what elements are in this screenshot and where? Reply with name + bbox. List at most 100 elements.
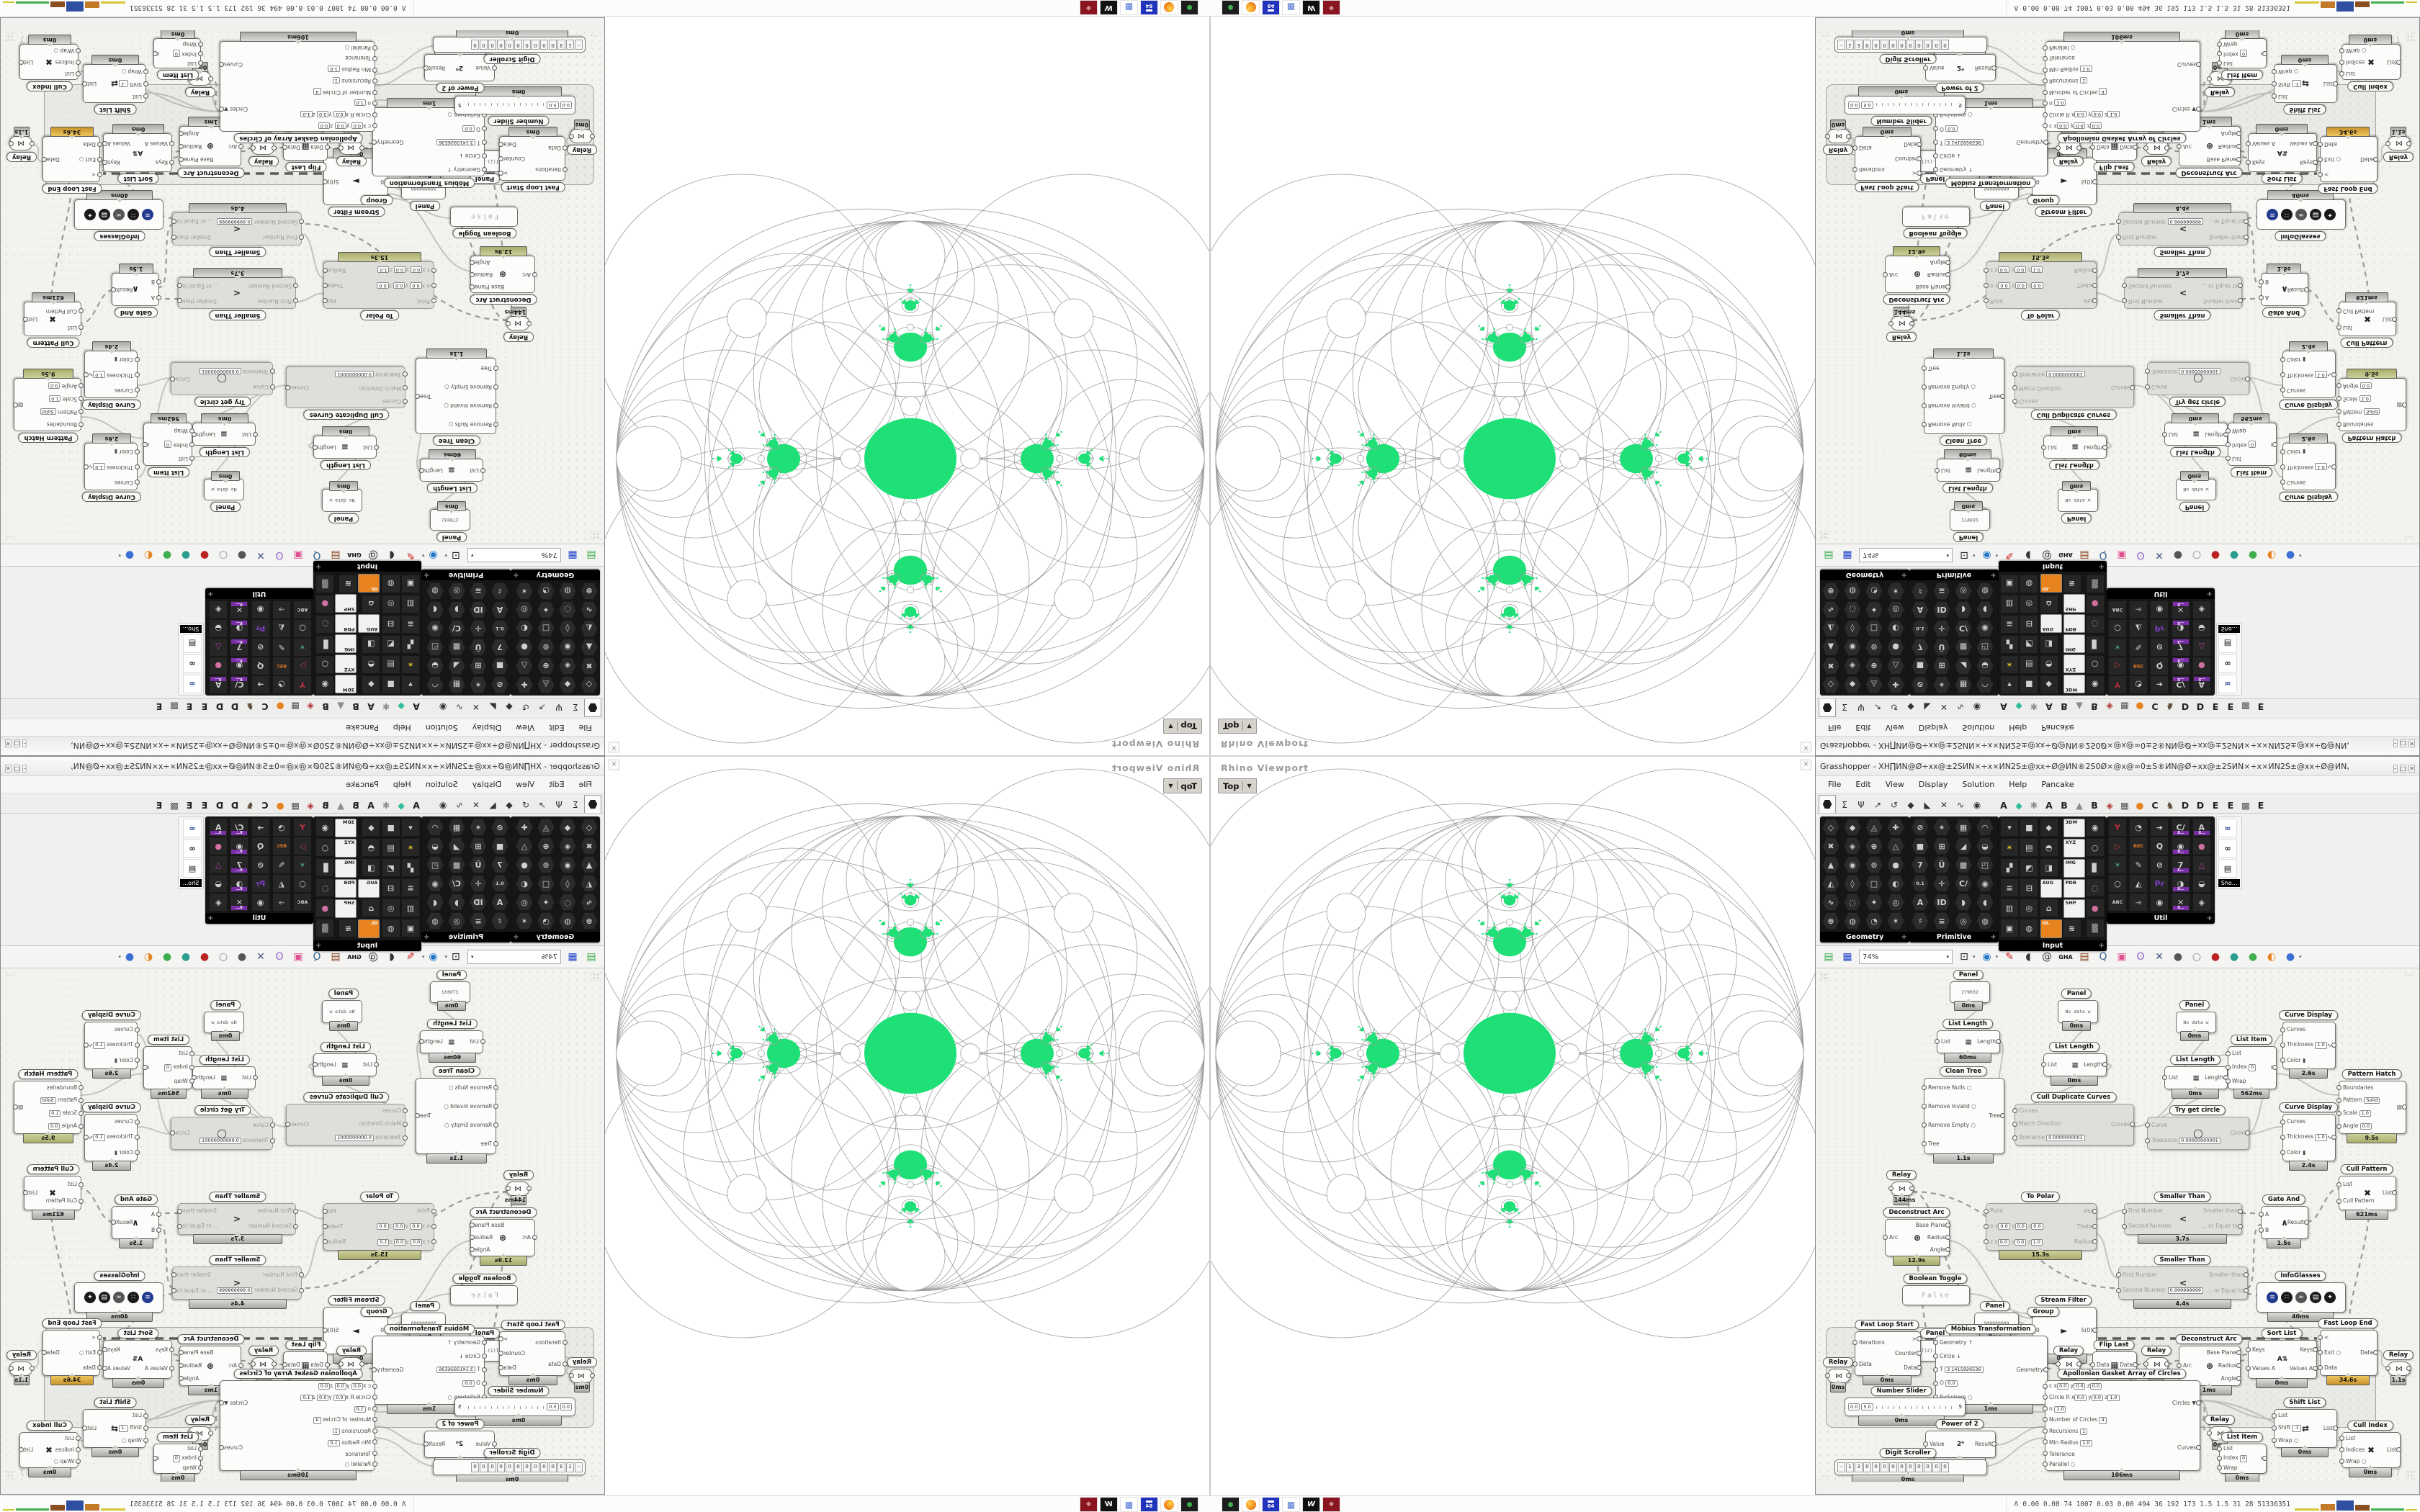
- output-port[interactable]: Values A: [107, 1364, 131, 1372]
- input-port[interactable]: Keys: [155, 159, 168, 166]
- component-icon[interactable]: ◉: [2086, 819, 2104, 836]
- taskbar-app-firefox[interactable]: [1242, 1497, 1260, 1512]
- tab-plugin-15[interactable]: E: [2227, 701, 2234, 713]
- chevron-down-icon[interactable]: ▾: [471, 552, 474, 558]
- digit-cell[interactable]: 0: [488, 1462, 496, 1472]
- output-port[interactable]: … or Equal to: [176, 218, 213, 225]
- input-port[interactable]: List: [2048, 1061, 2058, 1068]
- port-dot[interactable]: [23, 317, 28, 322]
- gh-node-relay-left[interactable]: Relay ⋈ 0ms: [566, 1357, 598, 1392]
- input-port[interactable]: Shift -1: [119, 80, 142, 88]
- input-port[interactable]: A: [151, 294, 155, 302]
- component-icon[interactable]: ◈: [210, 601, 228, 618]
- node-body[interactable]: Curves Match Direction Tolerance 0.0000000…: [286, 1104, 405, 1146]
- glasses-icon[interactable]: ∞: [183, 654, 202, 673]
- pin-icon[interactable]: ✛: [2207, 590, 2212, 597]
- value-chip[interactable]: 0.0000000001: [2046, 1134, 2085, 1141]
- input-port[interactable]: Geometry ↑: [447, 1339, 480, 1346]
- port-dot[interactable]: [2402, 402, 2407, 408]
- port-dot[interactable]: [179, 131, 184, 136]
- tab-core-6[interactable]: ◣: [1924, 800, 1931, 810]
- node-body[interactable]: Keys Values A A⇅ Keys Values A: [2248, 1340, 2317, 1379]
- port-dot[interactable]: [1922, 1122, 1927, 1128]
- output-port[interactable]: Data: [287, 1361, 300, 1368]
- output-port[interactable]: i: [148, 1063, 150, 1071]
- port-dot[interactable]: [2336, 396, 2341, 401]
- notes-icon[interactable]: ▤: [2079, 951, 2089, 963]
- palette-label[interactable]: Primitive ✛: [1909, 932, 1999, 942]
- component-icon[interactable]: ◒: [426, 837, 444, 855]
- gh-node-list-length-1[interactable]: List Length List ≡ Length 60ms: [1935, 449, 2001, 493]
- port-dot[interactable]: [492, 66, 497, 71]
- input-port[interactable]: 0: [380, 179, 384, 186]
- node-body[interactable]: Arc ⊕ Base Plane Radius Angle: [470, 1219, 535, 1256]
- gh-node-fast-loop-end[interactable]: Fast Loop End < Exit ○ Data Data 34.6s: [42, 127, 102, 194]
- port-dot[interactable]: [339, 1362, 344, 1367]
- component-icon[interactable]: ◇: [1822, 676, 1839, 693]
- palette-label[interactable]: Primitive ✛: [421, 570, 511, 580]
- port-dot[interactable]: [569, 1373, 574, 1378]
- gh-node-list-item-2[interactable]: List Item List Index 0 Wrap i 0ms: [153, 30, 203, 80]
- input-port[interactable]: Wrap: [182, 1464, 197, 1472]
- zoom-combo[interactable]: 74% ▾: [467, 950, 561, 964]
- input-port[interactable]: Curves: [2287, 1118, 2306, 1125]
- component-icon[interactable]: ID.: [2040, 574, 2062, 593]
- port-dot[interactable]: [498, 1365, 503, 1370]
- input-port[interactable]: Iterations: [535, 1338, 561, 1346]
- port-dot[interactable]: [299, 1288, 304, 1293]
- port-dot[interactable]: [2043, 140, 2048, 145]
- port-dot[interactable]: [177, 1208, 182, 1214]
- port-dot[interactable]: [470, 1246, 475, 1252]
- port-dot[interactable]: [2244, 1288, 2249, 1293]
- port-dot[interactable]: [493, 1085, 498, 1090]
- glasses-icon[interactable]: ∞: [183, 839, 202, 858]
- component-icon[interactable]: ◎: [448, 582, 465, 600]
- canvas-overflow-icon[interactable]: …: [590, 33, 599, 43]
- input-port[interactable]: Tolerance: [345, 1450, 371, 1457]
- component-icon[interactable]: 3DM: [2063, 819, 2085, 837]
- component-icon[interactable]: ◈: [2192, 894, 2210, 911]
- component-icon[interactable]: ✶: [1933, 819, 1950, 836]
- glasses-icon[interactable]: ∞: [2218, 675, 2237, 693]
- input-port[interactable]: Curves: [114, 1026, 133, 1033]
- component-icon[interactable]: ◨: [362, 859, 380, 876]
- tab-plugin-8[interactable]: ▦: [2120, 799, 2129, 811]
- input-port[interactable]: Curves: [114, 387, 133, 394]
- menu-solution[interactable]: Solution: [425, 780, 458, 789]
- resize-grip-icon[interactable]: [5, 33, 14, 42]
- port-dot[interactable]: [498, 142, 503, 147]
- digit-cell[interactable]: 0: [1932, 1462, 1940, 1472]
- value-chip[interactable]: 0: [2249, 1064, 2257, 1071]
- output-port[interactable]: Result: [116, 287, 133, 294]
- component-icon[interactable]: ◭: [2130, 620, 2148, 637]
- tab-plugin-1[interactable]: ◆: [2015, 799, 2022, 811]
- node-body[interactable]: List ≡ Length: [2164, 1066, 2228, 1089]
- component-icon[interactable]: ◓: [362, 656, 380, 673]
- input-port[interactable]: Remove Invalid ○: [1928, 1102, 1976, 1110]
- port-dot[interactable]: [2043, 1417, 2048, 1423]
- component-icon[interactable]: ◒: [1976, 657, 1994, 675]
- gh-node-panel-279032[interactable]: Panel 279032 0ms: [430, 501, 470, 542]
- output-port[interactable]: Radius: [475, 1233, 493, 1241]
- port-dot[interactable]: [135, 449, 140, 454]
- tab-plugin-16[interactable]: ▩: [170, 701, 179, 713]
- gh-node-gate-and[interactable]: Gate And A B ∧ Result 1.5s: [111, 1194, 161, 1248]
- gha-icon[interactable]: GHA: [2058, 552, 2073, 559]
- close-button[interactable]: ✕: [2408, 764, 2415, 773]
- port-dot[interactable]: [2217, 1456, 2222, 1461]
- component-icon[interactable]: ✶: [294, 856, 311, 873]
- tab-plugin-3[interactable]: A: [2045, 701, 2053, 713]
- output-port[interactable]: Radius: [328, 266, 346, 274]
- node-body[interactable]: Boundaries Pattern Solid Scale 1.0 Angle 0.…: [14, 378, 81, 431]
- input-port[interactable]: Iterations: [1859, 166, 1885, 174]
- output-port[interactable]: Tree: [420, 1112, 431, 1119]
- port-dot[interactable]: [2339, 1436, 2344, 1441]
- component-icon[interactable]: ▞: [402, 636, 419, 653]
- node-body[interactable]: List Index 0 Wrap i: [143, 423, 192, 466]
- input-port[interactable]: Curves: [114, 479, 133, 486]
- component-icon[interactable]: ◆: [1844, 819, 1861, 836]
- sphere-dark-icon[interactable]: ●: [2173, 951, 2183, 963]
- port-dot[interactable]: [325, 1362, 330, 1367]
- minimize-button[interactable]: –: [2393, 739, 2398, 748]
- component-icon[interactable]: ✚: [1887, 819, 1904, 836]
